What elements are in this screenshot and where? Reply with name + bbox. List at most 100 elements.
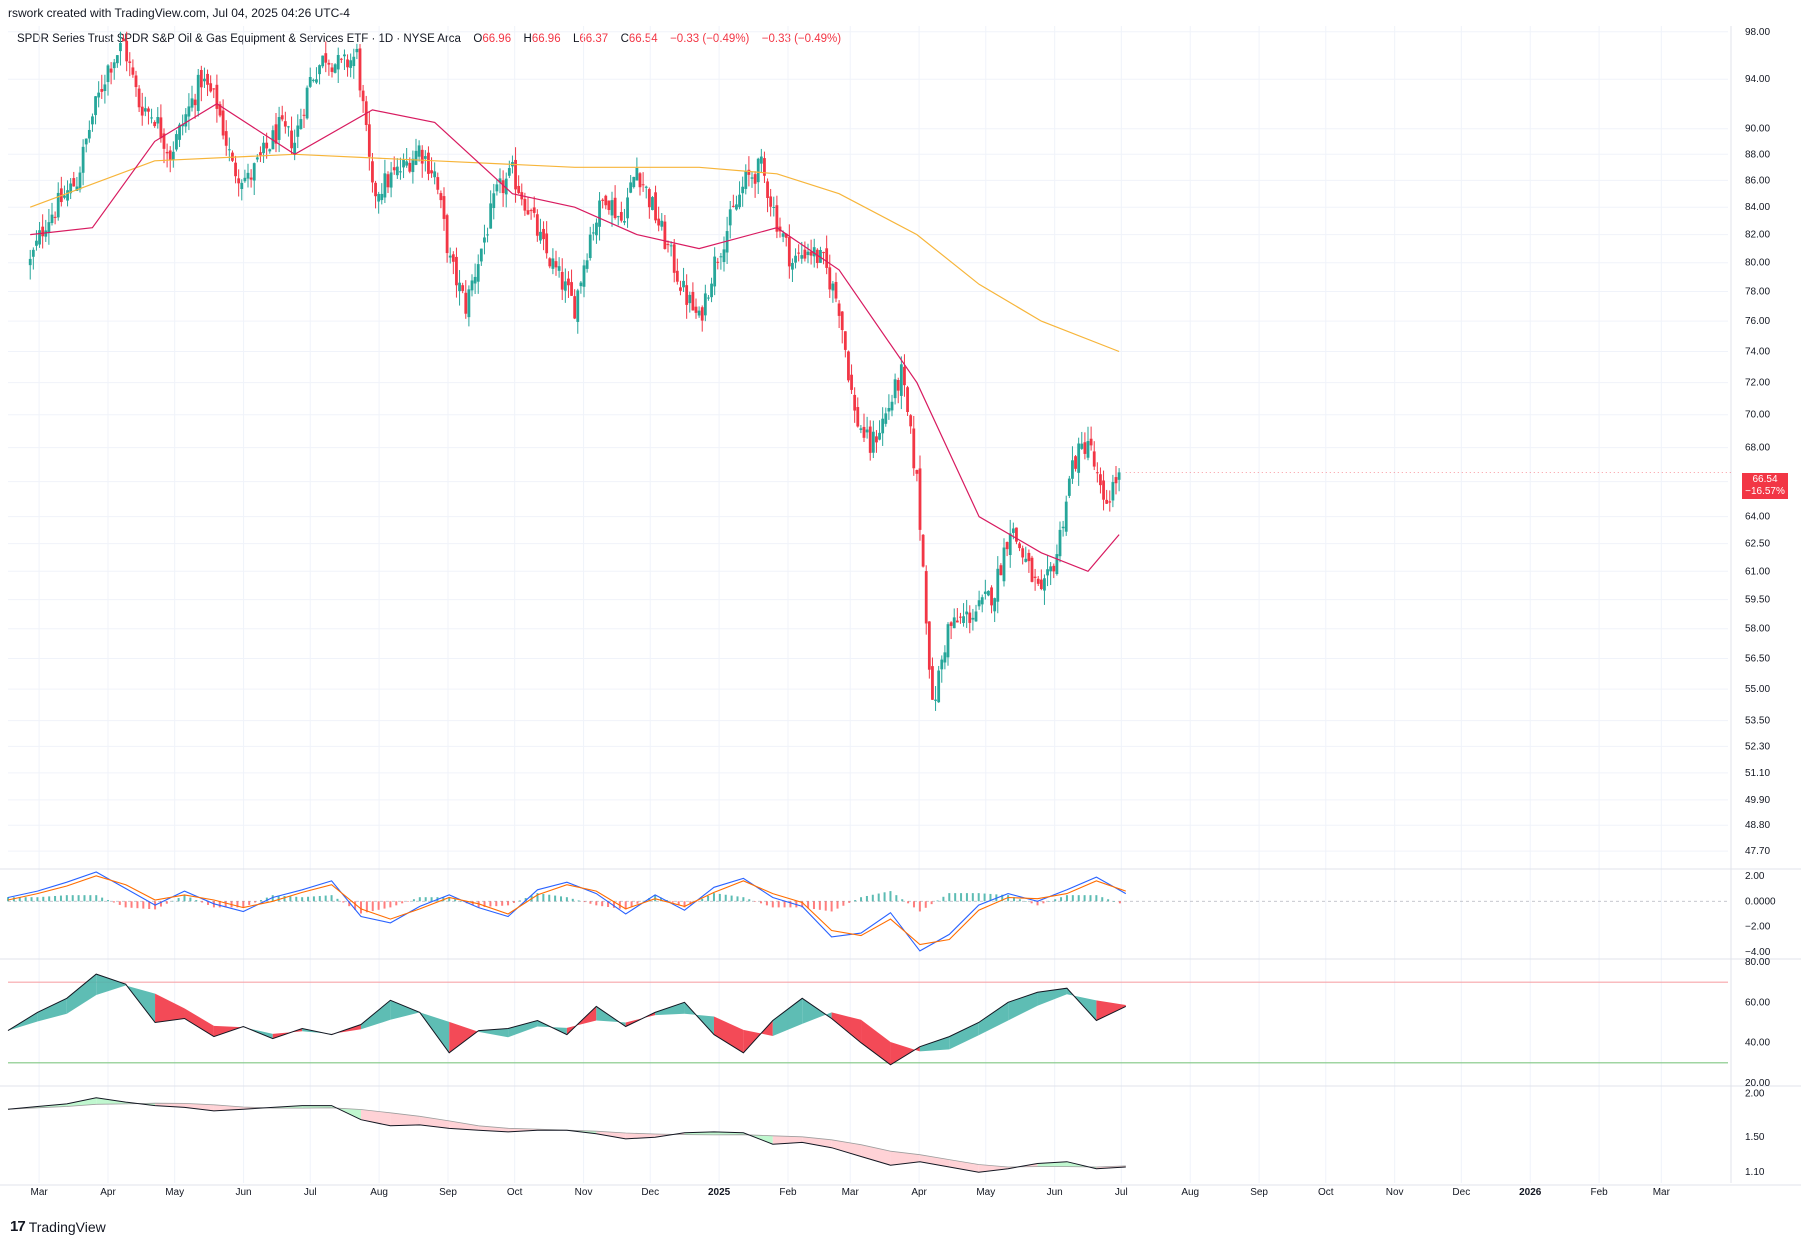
candle-body: [1092, 451, 1096, 467]
macd-histogram-bar: [824, 901, 827, 911]
candle-body: [598, 200, 601, 227]
macd-histogram-bar: [359, 901, 362, 914]
candle-body: [1046, 569, 1049, 576]
candle-body: [588, 234, 592, 259]
candle-body: [243, 177, 247, 182]
candle-body: [660, 220, 664, 227]
macd-histogram-bar: [636, 901, 639, 904]
candle-body: [72, 178, 76, 187]
candle-body: [56, 192, 60, 218]
macd-histogram-bar: [1060, 897, 1063, 902]
macd-histogram-bar: [54, 895, 57, 902]
ratio-fill: [831, 1139, 862, 1157]
macd-histogram-bar: [1013, 897, 1015, 902]
macd-histogram-bar: [118, 901, 121, 905]
candle-body: [725, 231, 729, 253]
candle-body: [980, 597, 984, 605]
tradingview-brand[interactable]: 17 TradingView: [10, 1218, 106, 1235]
candle-body: [507, 168, 511, 176]
candle-body: [246, 172, 250, 179]
candle-body: [252, 163, 256, 181]
candle-body: [175, 134, 178, 150]
candle-body: [386, 174, 390, 188]
candle-body: [529, 210, 533, 212]
rsi-fill: [978, 1002, 1009, 1036]
candle-body: [38, 230, 41, 245]
candle-body: [859, 428, 863, 430]
price-axis-tick: 84.00: [1745, 202, 1770, 213]
macd-axis-tick: 2.00: [1745, 871, 1765, 882]
candle-body: [682, 280, 685, 288]
candle-body: [489, 203, 493, 229]
macd-histogram-bar: [271, 895, 274, 902]
macd-histogram-bar: [854, 900, 857, 902]
macd-histogram-bar: [1018, 899, 1021, 902]
candle-body: [402, 159, 405, 168]
candle-body: [411, 158, 415, 173]
candle-body: [797, 252, 801, 254]
time-axis-label: Apr: [100, 1187, 116, 1198]
candle-body: [35, 240, 38, 246]
candle-body: [44, 230, 48, 237]
candle-body: [47, 222, 51, 233]
time-axis-label: Aug: [370, 1187, 388, 1198]
candle-body: [887, 407, 891, 412]
macd-histogram-bar: [142, 901, 145, 909]
macd-histogram-bar: [895, 895, 898, 902]
macd-histogram-bar: [495, 901, 498, 907]
candle-body: [613, 197, 617, 219]
macd-histogram-bar: [430, 897, 433, 902]
candle-body: [122, 38, 125, 42]
candle-body: [974, 611, 978, 622]
candle-body: [333, 64, 337, 73]
candle-body: [321, 55, 325, 67]
macd-histogram-bar: [130, 901, 133, 908]
time-axis-label: 2025: [708, 1187, 731, 1198]
macd-histogram-bar: [871, 894, 874, 902]
candle-body: [716, 261, 720, 263]
price-axis-tick: 70.00: [1745, 410, 1770, 421]
candle-body: [778, 226, 782, 232]
time-axis-label: Mar: [1653, 1187, 1671, 1198]
macd-histogram-bar: [1030, 901, 1033, 904]
ratio-axis-tick: 1.50: [1745, 1132, 1765, 1143]
time-axis-label: Mar: [30, 1187, 48, 1198]
ratio-fill: [360, 1109, 391, 1126]
rsi-fill: [890, 1041, 920, 1065]
macd-histogram-bar: [42, 896, 45, 902]
candle-body: [1105, 499, 1109, 504]
candle-body: [713, 256, 717, 287]
time-axis-label: Jun: [1047, 1187, 1063, 1198]
candle-body: [159, 117, 163, 139]
candle-body: [875, 436, 878, 443]
macd-histogram-bar: [901, 899, 904, 902]
macd-histogram-bar: [924, 901, 927, 908]
macd-histogram-bar: [201, 901, 204, 903]
candle-body: [865, 429, 869, 433]
time-axis-label: Aug: [1181, 1187, 1199, 1198]
rsi-axis-tick: 40.00: [1745, 1038, 1770, 1049]
macd-histogram-bar: [954, 893, 957, 902]
candle-body: [843, 331, 847, 350]
candle-body: [560, 271, 564, 290]
candle-body: [514, 159, 517, 190]
ratio-fill: [890, 1151, 920, 1166]
candle-body: [259, 152, 262, 156]
candle-body: [906, 387, 909, 413]
candle-body: [371, 161, 374, 183]
macd-histogram-bar: [818, 901, 821, 910]
macd-histogram-bar: [424, 897, 427, 902]
macd-histogram-bar: [1113, 901, 1116, 902]
macd-histogram-bar: [124, 901, 127, 908]
candle-body: [946, 624, 950, 658]
candle-body: [924, 571, 928, 624]
macd-histogram-bar: [1095, 895, 1098, 902]
macd-histogram-bar: [265, 897, 268, 902]
macd-histogram-bar: [942, 896, 945, 902]
candle-body: [492, 193, 496, 209]
macd-histogram-bar: [195, 900, 198, 902]
candle-body: [812, 247, 816, 257]
candle-body: [641, 184, 645, 186]
candle-body: [965, 611, 969, 615]
